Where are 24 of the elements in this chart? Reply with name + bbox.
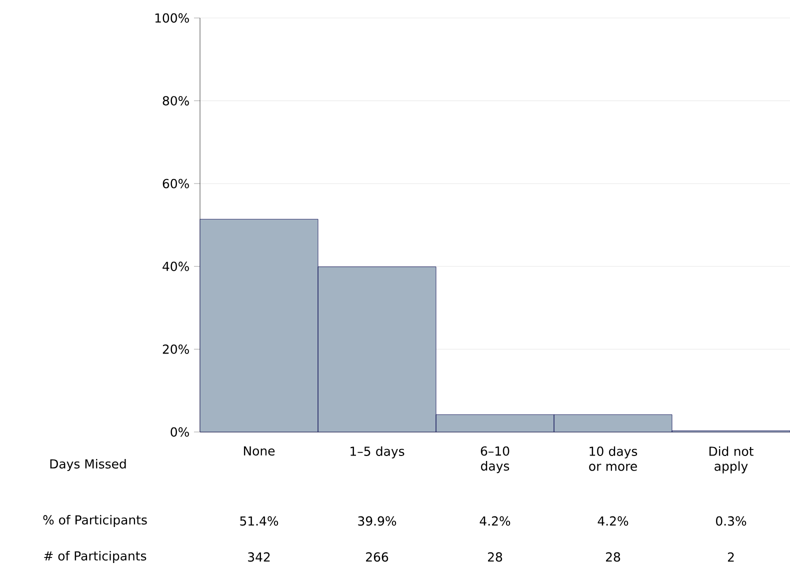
x-tick-label: 6–10 days — [480, 446, 510, 474]
data-label: 51.4% — [240, 516, 278, 526]
text: 28 — [488, 552, 502, 562]
text: 342 — [248, 552, 270, 562]
y-tick-label: 20% — [162, 344, 189, 354]
text: # of Participants — [44, 550, 146, 564]
x-axis-title: Days Missed — [50, 458, 126, 472]
y-tick-label: 60% — [162, 178, 189, 188]
x-tick-label: 1–5 days — [350, 446, 404, 458]
y-tick-label: 40% — [162, 262, 189, 272]
x-tick-label: 10 days or more — [589, 446, 638, 471]
data-label: 4.2% — [480, 516, 510, 526]
text: 266 — [366, 552, 388, 562]
y-tick-label: 80% — [162, 96, 189, 106]
y-tick-label: 0% — [170, 427, 189, 437]
x-tick-label: None — [244, 446, 275, 456]
text: 28 — [606, 552, 620, 562]
data-label: 0.3% — [716, 516, 746, 526]
y-tick-label: 100% — [155, 13, 189, 23]
text: 2 — [728, 552, 734, 562]
data-label: 4.2% — [598, 516, 628, 526]
x-tick-label: Did not apply — [709, 446, 754, 474]
data-label: 39.9% — [358, 516, 396, 526]
text: % of Participants — [43, 514, 147, 528]
